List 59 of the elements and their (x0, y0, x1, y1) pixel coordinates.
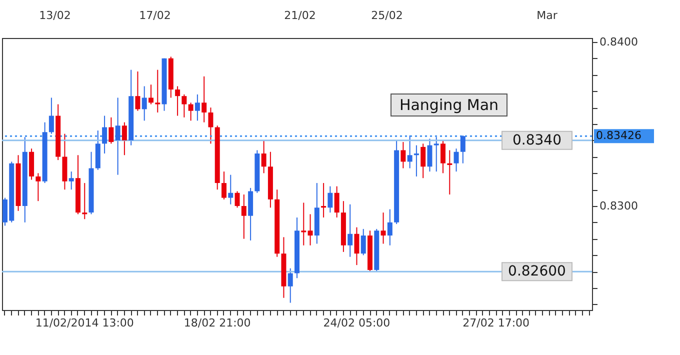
x-tick-label: 11/02/2014 13:00 (35, 316, 134, 330)
candlestick (135, 70, 140, 112)
candlestick (334, 186, 340, 218)
candlestick (108, 116, 114, 144)
candlestick (234, 190, 240, 208)
candlestick (308, 214, 313, 246)
text: 21/02 (284, 9, 316, 22)
ref-line-label: 0.82600 (508, 264, 566, 280)
candlestick (175, 86, 180, 116)
text: 17/02 (139, 9, 171, 22)
candlestick (434, 136, 439, 172)
candlestick (354, 226, 360, 266)
candlestick (36, 172, 41, 202)
candlestick (400, 142, 406, 169)
candlestick (380, 212, 386, 244)
x-tick-label: 27/02 17:00 (462, 316, 530, 330)
ref-line-label: 0.83426 (596, 129, 642, 142)
candlestick (440, 140, 446, 174)
candlestick (221, 171, 226, 200)
candlestick (228, 174, 234, 205)
candlestick (208, 107, 214, 144)
text: Mar (536, 9, 558, 22)
y-tick-label: 0.8300 (600, 199, 638, 212)
candlestick (48, 97, 54, 134)
annotation: Hanging Man (399, 96, 499, 114)
candlestick (115, 97, 120, 176)
candlestick (155, 69, 160, 113)
candlestick (194, 94, 200, 122)
candlestick (427, 138, 432, 172)
y-tick-label: 0.8400 (600, 35, 638, 48)
candlestick (420, 143, 426, 179)
candlestick (301, 202, 306, 246)
candlestick (360, 228, 366, 256)
candlestick (122, 122, 127, 156)
candlestick (454, 148, 459, 172)
candlestick (414, 144, 419, 177)
x-tick-label: 24/02 05:00 (323, 316, 390, 330)
text: 13/02 (39, 9, 71, 22)
candlestick (241, 194, 246, 240)
candlestick (348, 204, 353, 258)
candlestick (142, 86, 147, 122)
candlestick (387, 208, 392, 246)
ref-line-label: 0.8340 (512, 132, 562, 148)
candlestick (321, 182, 326, 218)
candlestick (261, 140, 266, 174)
x-tick-label: 18/02 21:00 (184, 316, 251, 330)
text: 25/02 (371, 9, 403, 22)
candlestick (68, 171, 74, 190)
candlestick (460, 134, 466, 164)
candlestick (202, 76, 207, 123)
candlestick (182, 94, 187, 118)
candlestick (82, 182, 88, 220)
candlestick (102, 115, 108, 154)
candlestick (407, 134, 412, 169)
candlestick (328, 186, 333, 214)
candlestick (188, 102, 194, 122)
candlestick (447, 150, 452, 196)
candlestick (148, 84, 154, 105)
candlestick (288, 268, 293, 304)
